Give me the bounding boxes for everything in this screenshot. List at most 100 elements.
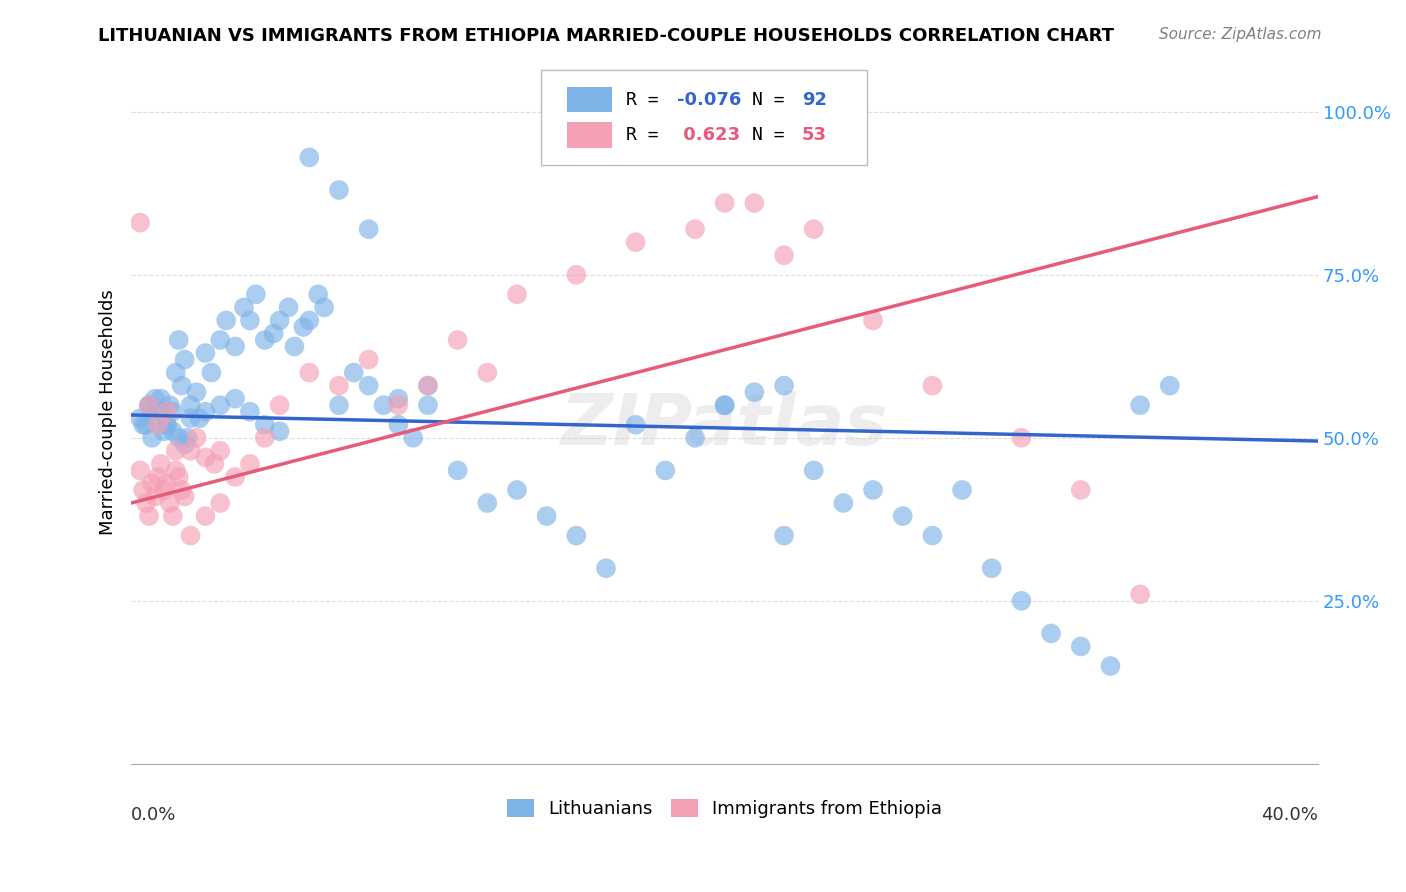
- Point: [713, 398, 735, 412]
- Point: [194, 509, 217, 524]
- Point: [159, 496, 181, 510]
- Point: [138, 509, 160, 524]
- Point: [713, 196, 735, 211]
- Point: [314, 301, 336, 315]
- Point: [773, 378, 796, 392]
- Text: 53: 53: [801, 126, 827, 144]
- Y-axis label: Married-couple Households: Married-couple Households: [100, 289, 117, 534]
- Point: [146, 470, 169, 484]
- Point: [1010, 431, 1032, 445]
- Point: [153, 483, 176, 497]
- Point: [1099, 659, 1122, 673]
- Point: [135, 417, 157, 432]
- Point: [156, 417, 179, 432]
- Point: [357, 352, 380, 367]
- Point: [194, 405, 217, 419]
- Point: [202, 457, 225, 471]
- Point: [1129, 398, 1152, 412]
- Point: [595, 561, 617, 575]
- Point: [950, 483, 973, 497]
- Point: [146, 417, 169, 432]
- Point: [683, 431, 706, 445]
- Point: [298, 150, 321, 164]
- Text: 40.0%: 40.0%: [1261, 806, 1319, 824]
- Point: [194, 346, 217, 360]
- Point: [283, 339, 305, 353]
- Point: [180, 528, 202, 542]
- Point: [506, 287, 529, 301]
- Point: [269, 424, 291, 438]
- Point: [132, 483, 155, 497]
- Point: [141, 431, 163, 445]
- Point: [307, 287, 329, 301]
- Point: [176, 431, 198, 445]
- Point: [200, 366, 222, 380]
- Point: [416, 398, 439, 412]
- Bar: [567, 122, 612, 148]
- Point: [416, 378, 439, 392]
- Bar: [567, 87, 612, 112]
- Point: [446, 463, 468, 477]
- Point: [387, 398, 409, 412]
- Point: [477, 496, 499, 510]
- Point: [253, 333, 276, 347]
- Point: [832, 496, 855, 510]
- Point: [1129, 587, 1152, 601]
- Point: [170, 378, 193, 392]
- Point: [292, 320, 315, 334]
- Point: [209, 398, 232, 412]
- Point: [477, 366, 499, 380]
- Point: [162, 405, 184, 419]
- Point: [328, 183, 350, 197]
- Point: [773, 528, 796, 542]
- Point: [149, 405, 172, 419]
- Point: [654, 463, 676, 477]
- Text: -0.076: -0.076: [678, 91, 741, 109]
- Text: Source: ZipAtlas.com: Source: ZipAtlas.com: [1159, 27, 1322, 42]
- Point: [188, 411, 211, 425]
- Point: [156, 476, 179, 491]
- Point: [141, 476, 163, 491]
- Point: [803, 463, 825, 477]
- Point: [224, 392, 246, 406]
- Point: [624, 417, 647, 432]
- Point: [162, 509, 184, 524]
- Point: [536, 509, 558, 524]
- Point: [143, 490, 166, 504]
- Point: [263, 326, 285, 341]
- Point: [624, 235, 647, 249]
- Point: [1040, 626, 1063, 640]
- Point: [135, 496, 157, 510]
- Point: [149, 457, 172, 471]
- Point: [146, 405, 169, 419]
- Point: [980, 561, 1002, 575]
- Point: [416, 378, 439, 392]
- Point: [506, 483, 529, 497]
- Text: 0.0%: 0.0%: [131, 806, 177, 824]
- Point: [129, 216, 152, 230]
- Point: [683, 222, 706, 236]
- Point: [1070, 640, 1092, 654]
- Point: [744, 385, 766, 400]
- Text: N =: N =: [752, 126, 796, 144]
- Point: [180, 411, 202, 425]
- Point: [387, 392, 409, 406]
- Point: [921, 378, 943, 392]
- Point: [156, 405, 179, 419]
- Point: [357, 222, 380, 236]
- Point: [1070, 483, 1092, 497]
- Point: [129, 411, 152, 425]
- Point: [891, 509, 914, 524]
- Point: [253, 417, 276, 432]
- Point: [156, 417, 179, 432]
- Point: [165, 463, 187, 477]
- Point: [138, 398, 160, 412]
- Legend: Lithuanians, Immigrants from Ethiopia: Lithuanians, Immigrants from Ethiopia: [499, 791, 949, 825]
- Point: [269, 313, 291, 327]
- Point: [1010, 594, 1032, 608]
- Point: [862, 313, 884, 327]
- Text: R =: R =: [626, 126, 669, 144]
- Point: [773, 248, 796, 262]
- Point: [215, 313, 238, 327]
- Point: [170, 483, 193, 497]
